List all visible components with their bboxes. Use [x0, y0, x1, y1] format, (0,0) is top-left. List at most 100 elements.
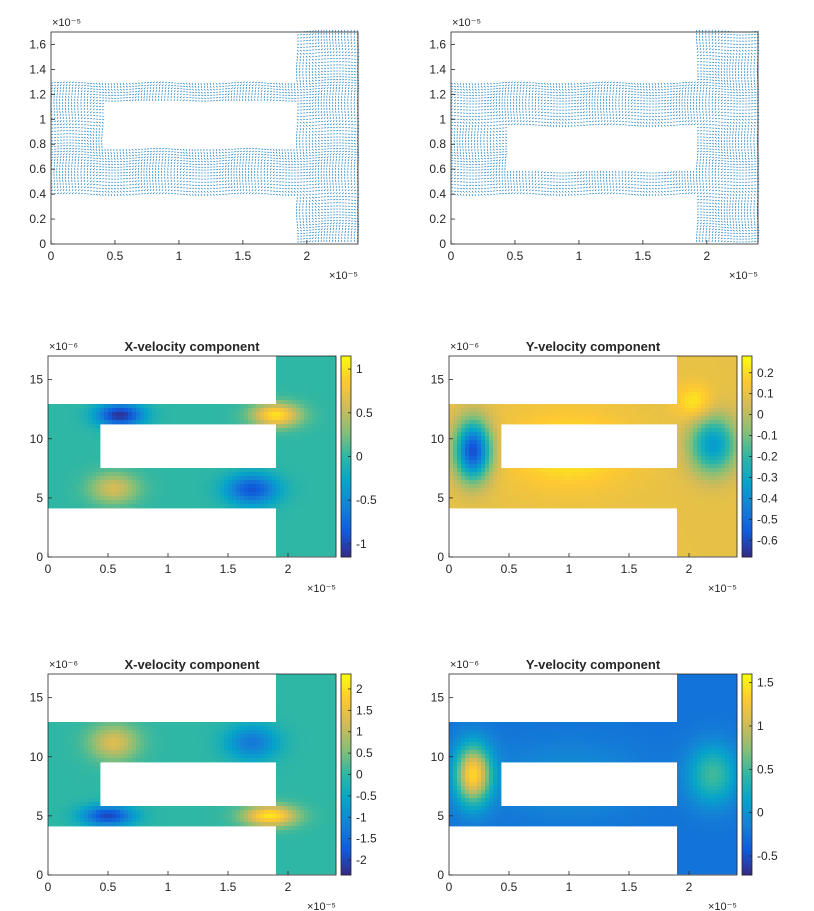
x-tick-label: 2	[686, 880, 693, 894]
x-exponent-label: ×10⁻⁵	[329, 270, 358, 282]
x-tick-label: 0	[448, 249, 455, 263]
colorbar-tick-label: -0.1	[757, 429, 778, 443]
y-tick-label: 0.4	[29, 187, 46, 201]
y-tick-label: 0.4	[429, 187, 446, 201]
y-tick-label: 0	[437, 868, 444, 882]
y-tick-label: 15	[431, 691, 445, 705]
colorbar-tick-label: 0.5	[757, 762, 774, 776]
y-tick-label: 0	[437, 550, 444, 564]
axes-box	[47, 673, 337, 876]
colorbar-tick-label: -1	[356, 810, 367, 824]
x-tick-label: 1.5	[220, 880, 237, 894]
y-tick-label: 5	[36, 809, 43, 823]
chart-title: X-velocity component	[124, 339, 260, 354]
y-tick-label: 1	[39, 112, 46, 126]
colorbar: 1.5 1 0.5 0 -0.5	[741, 673, 778, 876]
y-tick-label: 15	[431, 373, 445, 387]
y-tick-label: 0.6	[29, 162, 46, 176]
x-tick-label: 1.5	[235, 249, 252, 263]
x-tick-label: 2	[285, 562, 292, 576]
x-tick-label: 1	[165, 562, 172, 576]
x-tick-label: 1	[566, 880, 573, 894]
y-tick-label: 1.4	[429, 62, 446, 76]
quiver-arrows	[50, 29, 360, 243]
x-tick-label: 2	[303, 249, 310, 263]
panel-1: 0 0.5 1 1.5 2 0 0.2 0.4 0.6 0.8 1 1.2 1.4 1.6 ×10⁻⁵ ×10…	[29, 17, 360, 282]
colorbar-tick-label: 2	[356, 682, 363, 696]
velocity-field	[48, 356, 337, 557]
colorbar-tick-label: 0.2	[757, 366, 774, 380]
axes-box	[450, 31, 759, 245]
x-tick-label: 1	[176, 249, 183, 263]
x-tick-label: 0.5	[507, 249, 524, 263]
x-tick-label: 0.5	[100, 562, 117, 576]
chart-title: Y-velocity component	[526, 339, 661, 354]
velocity-field	[449, 356, 738, 557]
colorbar-tick-label: 0	[356, 768, 363, 782]
y-exponent-label: ×10⁻⁵	[52, 17, 81, 29]
axes-box	[448, 673, 738, 876]
colorbar-tick-label: 0.5	[356, 406, 373, 420]
colorbar-tick-label: 0	[757, 806, 764, 820]
colorbar: 1 0.5 0 -0.5 -1	[340, 355, 377, 558]
y-tick-label: 10	[30, 750, 44, 764]
y-tick-label: 1	[439, 112, 446, 126]
y-exponent-label: ×10⁻⁵	[452, 17, 481, 29]
y-tick-label: 0.2	[29, 212, 46, 226]
x-tick-label: 0	[48, 249, 55, 263]
velocity-field	[449, 674, 738, 875]
x-exponent-label: ×10⁻⁵	[729, 270, 758, 282]
axes-box	[448, 355, 738, 558]
x-tick-label: 0	[446, 562, 453, 576]
colorbar-tick-label: -0.6	[757, 533, 778, 547]
x-exponent-label: ×10⁻⁵	[307, 583, 336, 595]
y-tick-label: 10	[431, 432, 445, 446]
colorbar-tick-label: -1	[356, 537, 367, 551]
colorbar-tick-label: 1	[356, 725, 363, 739]
y-tick-label: 5	[437, 491, 444, 505]
panel-2: 0 0.5 1 1.5 2 0 0.2 0.4 0.6 0.8 1 1.2 1.4 1.6 ×10⁻⁵ ×10…	[429, 17, 760, 282]
x-exponent-label: ×10⁻⁵	[708, 901, 737, 911]
axes-box	[47, 355, 337, 558]
y-tick-label: 0.6	[429, 162, 446, 176]
y-tick-label: 0	[36, 868, 43, 882]
y-exponent-label: ×10⁻⁶	[450, 341, 479, 353]
colorbar-tick-label: 1	[356, 362, 363, 376]
x-tick-label: 1.5	[621, 562, 638, 576]
y-tick-label: 0.8	[429, 137, 446, 151]
y-tick-label: 1.2	[429, 87, 446, 101]
x-tick-label: 1.5	[635, 249, 652, 263]
x-tick-label: 2	[703, 249, 710, 263]
y-tick-label: 10	[431, 750, 445, 764]
colorbar-tick-label: 1	[757, 719, 764, 733]
panel-4: 0 0.5 1 1.5 2 0 5 10 15 ×10⁻⁶ ×10⁻⁵ Y-velocity comp…	[431, 339, 778, 595]
y-tick-label: 5	[36, 491, 43, 505]
x-tick-label: 0	[45, 562, 52, 576]
y-tick-label: 1.2	[29, 87, 46, 101]
y-tick-label: 1.6	[429, 37, 446, 51]
x-tick-label: 0.5	[107, 249, 124, 263]
colorbar: 2 1.5 1 0.5 0 -0.5 -1 -1.5 -2	[340, 673, 377, 876]
x-exponent-label: ×10⁻⁵	[307, 901, 336, 911]
y-tick-label: 0	[36, 550, 43, 564]
colorbar: 0.2 0.1 0 -0.1 -0.2 -0.3 -0.4 -0.5 -0.6	[741, 355, 778, 558]
y-tick-label: 0	[439, 237, 446, 251]
colorbar-tick-label: -0.5	[356, 493, 377, 507]
x-tick-label: 1.5	[621, 880, 638, 894]
colorbar-tick-label: -0.5	[356, 789, 377, 803]
colorbar-tick-label: 1.5	[757, 676, 774, 690]
y-exponent-label: ×10⁻⁶	[450, 659, 479, 671]
x-tick-label: 2	[285, 880, 292, 894]
y-tick-label: 15	[30, 691, 44, 705]
y-tick-label: 1.6	[29, 37, 46, 51]
x-tick-label: 0	[45, 880, 52, 894]
x-tick-label: 1	[165, 880, 172, 894]
x-tick-label: 0	[446, 880, 453, 894]
colorbar-tick-label: -0.5	[757, 849, 778, 863]
y-tick-label: 0	[39, 237, 46, 251]
axes-box	[50, 31, 359, 245]
colorbar-tick-label: 0	[757, 408, 764, 422]
